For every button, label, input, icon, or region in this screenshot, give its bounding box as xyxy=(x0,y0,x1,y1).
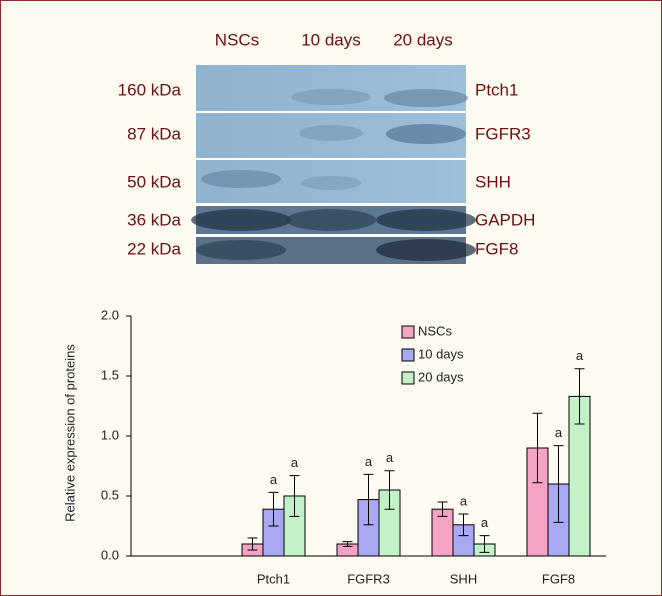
annotation: a xyxy=(365,454,373,469)
y-tick-label: 1.0 xyxy=(101,427,119,442)
y-axis-label: Relative expression of proteins xyxy=(62,344,77,522)
annotation: a xyxy=(481,515,489,530)
legend-label: NSCs xyxy=(418,323,452,338)
annotation: a xyxy=(460,493,468,508)
error-bar xyxy=(384,470,395,510)
error-bar xyxy=(479,535,490,553)
kda-label: 50 kDa xyxy=(127,172,181,191)
error-bar xyxy=(342,541,353,547)
kda-label: 160 kDa xyxy=(118,80,182,99)
error-bar xyxy=(268,491,279,527)
x-tick-label: SHH xyxy=(450,571,477,586)
column-label: NSCs xyxy=(215,30,259,49)
legend-swatch xyxy=(401,348,415,362)
error-bar xyxy=(363,473,374,526)
error-bar xyxy=(247,537,258,551)
x-tick-label: Ptch1 xyxy=(257,571,290,586)
legend-label: 10 days xyxy=(418,346,464,361)
error-bar xyxy=(553,445,564,523)
kda-label: 36 kDa xyxy=(127,210,181,229)
x-tick-label: FGFR3 xyxy=(347,571,390,586)
annotation: a xyxy=(270,472,278,487)
protein-label: SHH xyxy=(475,172,511,191)
x-tick-label: FGF8 xyxy=(542,571,575,586)
kda-label: 87 kDa xyxy=(127,124,181,143)
blot-image xyxy=(191,65,476,264)
column-label: 10 days xyxy=(301,30,361,49)
y-tick-label: 1.5 xyxy=(101,367,119,382)
legend-label: 20 days xyxy=(418,369,464,384)
protein-label: GAPDH xyxy=(475,210,535,229)
protein-label: FGFR3 xyxy=(475,124,531,143)
y-tick-label: 0.0 xyxy=(101,547,119,562)
annotation: a xyxy=(291,455,299,470)
kda-label: 22 kDa xyxy=(127,239,181,258)
annotation: a xyxy=(576,348,584,363)
protein-label: FGF8 xyxy=(475,239,518,258)
error-bar xyxy=(532,412,543,484)
y-tick-label: 0.5 xyxy=(101,487,119,502)
legend-swatch xyxy=(401,325,415,339)
y-tick-label: 2.0 xyxy=(101,307,119,322)
error-bar xyxy=(458,513,469,537)
error-bar xyxy=(437,501,448,517)
column-label: 20 days xyxy=(393,30,453,49)
error-bar xyxy=(289,475,300,517)
annotation: a xyxy=(555,425,563,440)
annotation: a xyxy=(386,450,394,465)
legend-swatch xyxy=(401,371,415,385)
protein-label: Ptch1 xyxy=(475,80,518,99)
error-bar xyxy=(574,368,585,425)
